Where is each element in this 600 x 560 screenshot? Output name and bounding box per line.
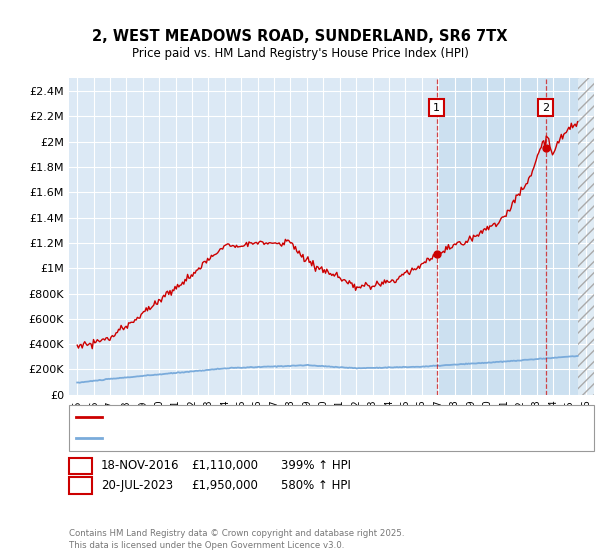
Text: 2, WEST MEADOWS ROAD, SUNDERLAND, SR6 7TX: 2, WEST MEADOWS ROAD, SUNDERLAND, SR6 7T…	[92, 29, 508, 44]
Text: 399% ↑ HPI: 399% ↑ HPI	[281, 459, 351, 473]
Text: 2: 2	[77, 479, 84, 492]
Text: Price paid vs. HM Land Registry's House Price Index (HPI): Price paid vs. HM Land Registry's House …	[131, 46, 469, 60]
Text: 1: 1	[433, 102, 440, 113]
Bar	[578, 78, 594, 395]
Text: HPI: Average price, detached house, South Tyneside: HPI: Average price, detached house, Sout…	[106, 433, 366, 444]
Text: 2: 2	[542, 102, 549, 113]
Text: 1: 1	[77, 459, 84, 473]
Text: 20-JUL-2023: 20-JUL-2023	[101, 479, 173, 492]
Text: £1,110,000: £1,110,000	[191, 459, 258, 473]
Text: 2, WEST MEADOWS ROAD, SUNDERLAND, SR6 7TX (detached house): 2, WEST MEADOWS ROAD, SUNDERLAND, SR6 7T…	[106, 412, 451, 422]
Text: 580% ↑ HPI: 580% ↑ HPI	[281, 479, 350, 492]
Bar	[578, 78, 594, 395]
Text: 18-NOV-2016: 18-NOV-2016	[101, 459, 179, 473]
Text: £1,950,000: £1,950,000	[191, 479, 257, 492]
Bar	[438, 78, 594, 395]
Text: Contains HM Land Registry data © Crown copyright and database right 2025.
This d: Contains HM Land Registry data © Crown c…	[69, 529, 404, 550]
